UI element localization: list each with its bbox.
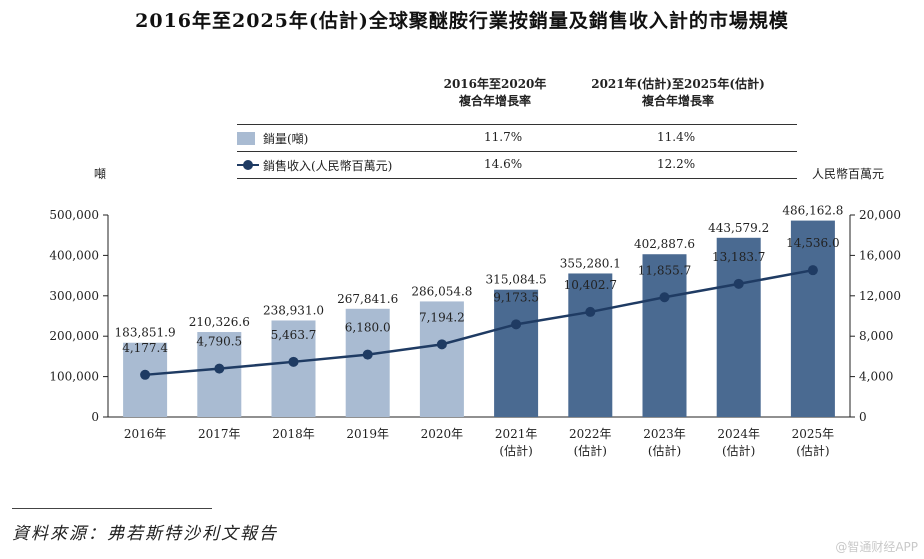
revenue-value-label: 9,173.5 [493, 290, 539, 304]
right-axis-unit: 人民幣百萬元 [812, 167, 885, 181]
revenue-point [214, 363, 225, 374]
bar-value-label: 267,841.6 [337, 292, 398, 306]
bar-value-label: 286,054.8 [411, 284, 472, 298]
x-tick-label: (估計) [499, 443, 532, 458]
bar [494, 289, 539, 417]
left-tick-label: 300,000 [49, 289, 99, 303]
bar [345, 308, 390, 417]
bar [271, 320, 316, 417]
x-tick-label: 2023年 [643, 427, 686, 441]
x-tick-label: 2018年 [272, 427, 315, 441]
left-axis-unit: 噸 [94, 167, 107, 181]
left-tick-label: 400,000 [49, 248, 99, 262]
x-tick-label: 2017年 [198, 427, 241, 441]
revenue-point [733, 278, 744, 289]
bar-legend-swatch [237, 132, 255, 145]
watermark: @智通财经APP [835, 540, 918, 554]
revenue-point [288, 356, 299, 367]
x-tick-label: 2016年 [124, 427, 167, 441]
revenue-value-label: 11,855.7 [638, 263, 691, 277]
bar [790, 220, 835, 417]
revenue-point [659, 292, 670, 303]
cagr-volume-2016-2020: 11.7% [484, 130, 523, 144]
right-tick-label: 12,000 [859, 289, 901, 303]
source-divider [12, 508, 212, 509]
left-tick-label: 0 [91, 410, 99, 424]
left-tick-label: 200,000 [49, 329, 99, 343]
bar-value-label: 238,931.0 [263, 303, 324, 317]
revenue-value-label: 6,180.0 [345, 321, 391, 335]
x-tick-label: (估計) [722, 443, 755, 458]
bar-value-label: 315,084.5 [486, 273, 547, 287]
x-tick-label: 2019年 [346, 427, 389, 441]
revenue-value-label: 7,194.2 [419, 310, 465, 324]
legend-label-volume: 銷量(噸) [263, 132, 309, 146]
line-legend-marker [243, 160, 253, 170]
bar-value-label: 486,162.8 [782, 204, 843, 218]
cagr-volume-2021-2025: 11.4% [657, 130, 696, 144]
revenue-point [511, 319, 522, 330]
legend-row-revenue: 銷售收入(人民幣百萬元) 14.6% 12.2% [237, 153, 797, 177]
revenue-value-label: 5,463.7 [271, 328, 317, 342]
cagr-header-2021-2025: 2021年(估計)至2025年(估計) 複合年增長率 [591, 77, 765, 108]
bar [123, 342, 168, 417]
revenue-value-label: 4,177.4 [122, 341, 168, 355]
right-tick-label: 20,000 [859, 208, 901, 222]
revenue-value-label: 10,402.7 [564, 278, 617, 292]
left-tick-label: 500,000 [49, 208, 99, 222]
revenue-point [585, 306, 596, 317]
table-rule-bottom [237, 178, 797, 179]
right-tick-label: 16,000 [859, 248, 901, 262]
x-tick-label: (估計) [574, 443, 607, 458]
table-rule-top [237, 124, 797, 125]
bar-value-label: 402,887.6 [634, 237, 695, 251]
x-tick-label: (估計) [796, 443, 829, 458]
revenue-point [140, 369, 151, 380]
table-rule-mid [237, 151, 797, 152]
bar-value-label: 183,851.9 [115, 326, 176, 340]
bar [197, 332, 242, 417]
source-note: 資料來源：弗若斯特沙利文報告 [12, 524, 278, 544]
right-tick-label: 8,000 [859, 329, 893, 343]
revenue-line [144, 268, 814, 377]
revenue-value-label: 14,536.0 [786, 236, 839, 250]
legend-label-revenue: 銷售收入(人民幣百萬元) [263, 159, 393, 173]
cagr-header-2016-2020: 2016年至2020年 複合年增長率 [443, 77, 547, 108]
bar [642, 254, 687, 417]
revenue-point [807, 265, 818, 276]
legend-row-volume: 銷量(噸) 11.7% 11.4% [237, 126, 797, 150]
right-tick-label: 0 [859, 410, 867, 424]
x-tick-label: 2022年 [569, 427, 612, 441]
left-tick-label: 100,000 [49, 370, 99, 384]
bar [568, 273, 613, 417]
cagr-revenue-2016-2020: 14.6% [484, 157, 523, 171]
bar [716, 237, 761, 417]
x-tick-label: 2021年 [495, 427, 538, 441]
bar-value-label: 210,326.6 [189, 315, 250, 329]
bar-value-label: 443,579.2 [708, 221, 769, 235]
revenue-point [362, 349, 373, 360]
revenue-value-label: 13,183.7 [712, 250, 765, 264]
bar-value-label: 355,280.1 [560, 256, 621, 270]
chart-plot: 0 0 100,000 4,000 200,000 8,000 300,000 12,000 4… [49, 204, 901, 458]
chart-title: 2016年至2025年(估計)全球聚醚胺行業按銷量及銷售收入計的市場規模 [135, 10, 789, 32]
x-tick-label: 2024年 [717, 427, 760, 441]
right-tick-label: 4,000 [859, 370, 893, 384]
x-tick-label: (估計) [648, 443, 681, 458]
revenue-value-label: 4,790.5 [196, 335, 242, 349]
revenue-point [436, 339, 447, 350]
x-tick-label: 2020年 [421, 427, 464, 441]
bar [419, 301, 464, 417]
cagr-revenue-2021-2025: 12.2% [657, 157, 696, 171]
x-tick-label: 2025年 [792, 427, 835, 441]
